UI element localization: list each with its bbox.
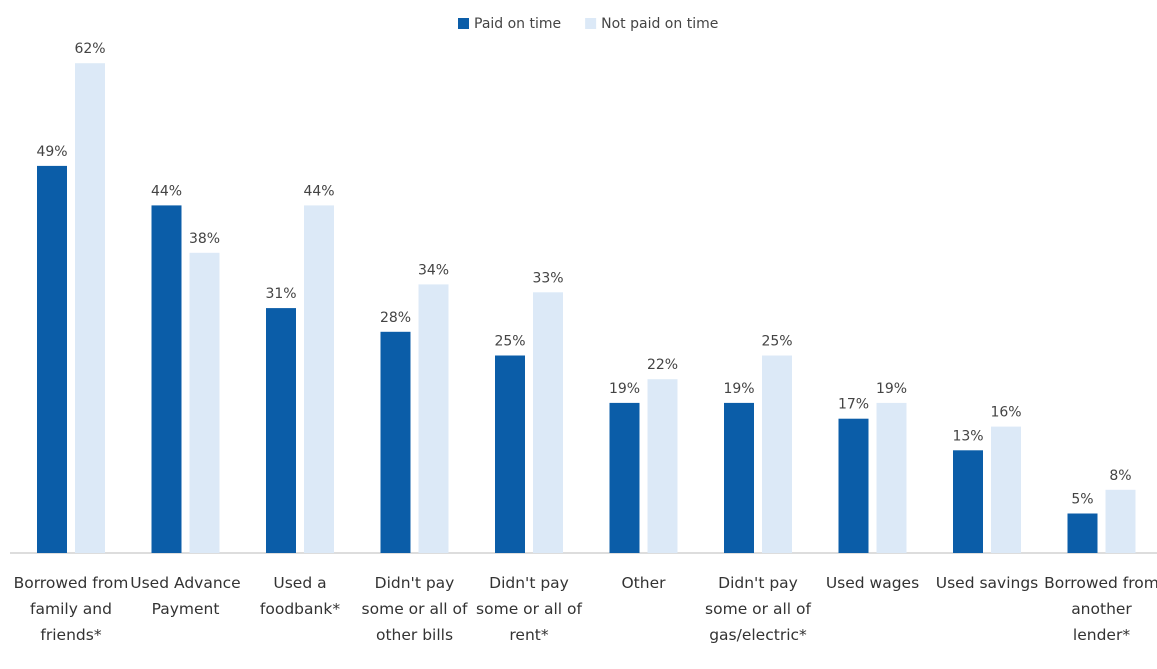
data-label: 31% (265, 286, 296, 302)
legend-swatch (458, 18, 469, 29)
data-label: 22% (647, 357, 678, 373)
x-tick-label: Other (621, 574, 666, 592)
x-tick-label: Used wages (825, 574, 920, 592)
bar (1105, 489, 1136, 553)
x-tick-label: Used savings (935, 574, 1039, 592)
data-label: 62% (74, 41, 105, 57)
bar (762, 355, 792, 553)
data-label: 38% (189, 231, 220, 247)
legend-swatch (585, 18, 597, 29)
bar (647, 379, 678, 553)
data-label: 17% (838, 397, 869, 413)
data-label: 13% (952, 428, 983, 444)
bar (304, 205, 334, 553)
bar (609, 402, 640, 553)
x-tick-label: Didn't pay some or all of rent* (476, 574, 582, 644)
data-label: 44% (151, 183, 182, 199)
x-tick-label: Didn't pay some or all of gas/electric* (705, 574, 811, 644)
bar (991, 426, 1021, 553)
data-label: 49% (36, 144, 67, 160)
data-label: 33% (532, 270, 563, 286)
data-label: 34% (418, 262, 449, 278)
bar (876, 402, 907, 553)
data-label: 19% (723, 381, 754, 397)
data-label: 25% (494, 334, 525, 350)
bar (724, 402, 754, 553)
bar (1067, 513, 1098, 553)
data-label: 28% (380, 310, 411, 326)
bar (533, 292, 563, 553)
x-tick-label: Used a foodbank* (259, 574, 341, 618)
bar (495, 355, 525, 553)
x-tick-label: Borrowed from family and friends* (13, 574, 129, 644)
bar (189, 252, 220, 554)
data-label: 44% (303, 183, 334, 199)
data-label: 16% (990, 405, 1021, 421)
bar (838, 418, 869, 553)
data-label: 19% (876, 381, 907, 397)
bar (266, 308, 296, 553)
data-label: 5% (1071, 492, 1093, 508)
bar (37, 165, 67, 553)
x-tick-label: Didn't pay some or all of other bills (361, 574, 468, 644)
legend-label: Not paid on time (601, 16, 718, 32)
data-label: 8% (1109, 468, 1131, 484)
x-tick-label: Borrowed from another lender* (1044, 574, 1157, 644)
bar (418, 284, 449, 553)
bar (151, 205, 182, 553)
bar (380, 331, 411, 553)
bar (75, 63, 105, 553)
data-label: 19% (609, 381, 640, 397)
bar (953, 450, 983, 553)
x-tick-label: Used Advance Payment (130, 574, 241, 618)
legend-label: Paid on time (474, 16, 561, 32)
data-label: 25% (761, 334, 792, 350)
